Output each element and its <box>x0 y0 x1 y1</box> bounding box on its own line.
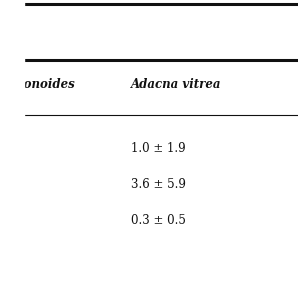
Text: -.4: -.4 <box>0 256 3 269</box>
Bar <box>0 0 24 298</box>
Text: 3.2: 3.2 <box>0 178 7 191</box>
Text: 1.0 ± 1.9: 1.0 ± 1.9 <box>131 142 186 156</box>
Text: 7.6: 7.6 <box>0 142 7 156</box>
Text: c trigonoides: c trigonoides <box>0 78 75 91</box>
Text: 0.3 ± 0.5: 0.3 ± 0.5 <box>131 214 186 227</box>
Text: 0.7: 0.7 <box>0 214 7 227</box>
Text: 3.6 ± 5.9: 3.6 ± 5.9 <box>131 178 186 191</box>
Text: Adacna vitrea: Adacna vitrea <box>131 78 222 91</box>
